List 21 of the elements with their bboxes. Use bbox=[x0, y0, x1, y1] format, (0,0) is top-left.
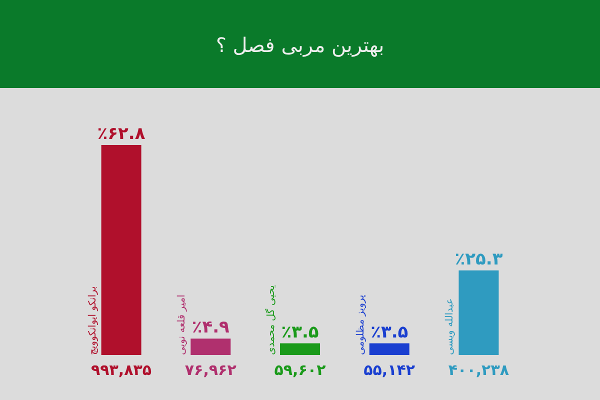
data-label: ٪۳.۵ bbox=[281, 322, 319, 342]
text: ۹۹۳,۸۳۵ bbox=[90, 361, 152, 379]
text: ۵۹,۶۰۲ bbox=[274, 361, 326, 379]
data-label: ٪۲۵.۳ bbox=[454, 249, 504, 270]
text: ۴۰۰,۲۳۸ bbox=[448, 361, 510, 379]
text: ۷۶,۹۶۲ bbox=[184, 361, 236, 379]
x-tick-label: امیر قلعه نویی bbox=[176, 294, 188, 355]
x-tick-label: پرویز مظلومی bbox=[355, 294, 366, 355]
data-label: ٪۶۲.۸ bbox=[97, 124, 146, 144]
bar bbox=[369, 343, 410, 355]
x-tick-label: عبدالله ویسی bbox=[444, 298, 456, 355]
data-label: ٪۳.۵ bbox=[370, 322, 408, 342]
bar bbox=[190, 338, 231, 355]
text: ۵۵,۱۴۲ bbox=[364, 361, 416, 379]
bar bbox=[101, 145, 142, 355]
data-label: ٪۴.۹ bbox=[192, 318, 230, 338]
chart-title: بهترین مربی فصل ؟ bbox=[216, 33, 384, 57]
x-tick-label: یحیی گل محمدی bbox=[265, 284, 277, 355]
bar bbox=[458, 270, 499, 355]
bar bbox=[280, 343, 320, 355]
x-tick-label: برانکو ایوانکوویچ bbox=[87, 286, 98, 355]
